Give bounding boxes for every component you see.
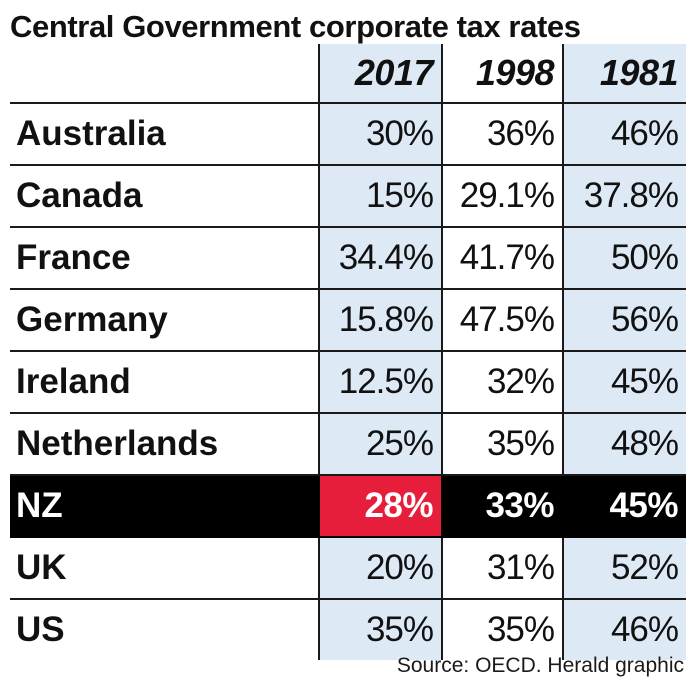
- table-row: Australia 30% 36% 46%: [10, 104, 686, 166]
- rate-cell-1998: 33%: [485, 486, 554, 525]
- country-label: US: [16, 610, 65, 649]
- column-divider: [318, 476, 320, 536]
- rate-cell-1981: 46%: [564, 104, 686, 164]
- tax-rate-table: 2017 1998 1981 Australia 30% 36% 46% Canada 1…: [10, 44, 686, 660]
- column-divider: [562, 290, 564, 350]
- column-divider: [441, 600, 443, 660]
- column-divider: [441, 166, 443, 226]
- column-divider: [318, 600, 320, 660]
- rate-cell-1981: 56%: [564, 290, 686, 350]
- country-label: Germany: [16, 300, 168, 339]
- table-row: Germany 15.8% 47.5% 56%: [10, 290, 686, 352]
- table-row: Ireland 12.5% 32% 45%: [10, 352, 686, 414]
- header-blank-cell: [10, 44, 318, 102]
- rate-cell-2017: 12.5%: [320, 352, 441, 412]
- rate-cell-1981: 48%: [564, 414, 686, 474]
- table-row: Netherlands 25% 35% 48%: [10, 414, 686, 476]
- rate-cell-1981: 52%: [564, 538, 686, 598]
- rate-cell-2017: 25%: [320, 414, 441, 474]
- rate-cell-1998: 35%: [486, 424, 555, 463]
- rate-cell-1981: 50%: [564, 228, 686, 288]
- column-divider: [318, 290, 320, 350]
- rate-cell-1998: 29.1%: [459, 176, 555, 215]
- rate-cell-1998: 32%: [486, 362, 555, 401]
- table-row: UK 20% 31% 52%: [10, 538, 686, 600]
- column-divider: [441, 104, 443, 164]
- table-row: NZ 28% 33% 45%: [10, 476, 686, 538]
- column-divider: [441, 228, 443, 288]
- column-divider: [441, 538, 443, 598]
- rate-cell-1998: 47.5%: [459, 300, 555, 339]
- rate-cell-2017: 20%: [320, 538, 441, 598]
- rate-cell-2017: 35%: [320, 600, 441, 660]
- column-divider: [318, 166, 320, 226]
- country-label: Australia: [16, 114, 166, 153]
- country-label: Canada: [16, 176, 143, 215]
- column-divider: [562, 104, 564, 164]
- rate-cell-1981: 45%: [564, 352, 686, 412]
- country-label: Ireland: [16, 362, 131, 401]
- country-label: Netherlands: [16, 424, 219, 463]
- country-label: France: [16, 238, 131, 277]
- column-header-1981: 1981: [564, 44, 686, 102]
- rate-cell-1998: 36%: [486, 114, 555, 153]
- rate-cell-2017: 15.8%: [320, 290, 441, 350]
- rate-cell-2017: 15%: [320, 166, 441, 226]
- column-divider: [562, 228, 564, 288]
- rate-cell-1998: 41.7%: [459, 238, 555, 277]
- column-header-1998: 1998: [475, 52, 555, 93]
- source-note: Source: OECD. Herald graphic: [396, 654, 684, 677]
- column-divider: [318, 104, 320, 164]
- column-divider: [441, 476, 443, 536]
- table-header-row: 2017 1998 1981: [10, 44, 686, 104]
- table-row: France 34.4% 41.7% 50%: [10, 228, 686, 290]
- column-header-2017: 2017: [320, 44, 441, 102]
- column-divider: [562, 166, 564, 226]
- column-divider: [562, 352, 564, 412]
- country-label: UK: [16, 548, 67, 587]
- rate-cell-2017: 30%: [320, 104, 441, 164]
- column-divider: [441, 352, 443, 412]
- column-divider: [562, 600, 564, 660]
- table-row: US 35% 35% 46%: [10, 600, 686, 660]
- column-divider: [562, 44, 564, 102]
- column-divider: [441, 44, 443, 102]
- column-divider: [318, 414, 320, 474]
- table-row: Canada 15% 29.1% 37.8%: [10, 166, 686, 228]
- rate-cell-1998: 31%: [486, 548, 555, 587]
- column-divider: [562, 414, 564, 474]
- rate-cell-2017: 34.4%: [320, 228, 441, 288]
- rate-cell-1981: 37.8%: [564, 166, 686, 226]
- column-divider: [562, 538, 564, 598]
- column-divider: [562, 476, 564, 536]
- column-divider: [441, 414, 443, 474]
- chart-title: Central Government corporate tax rates: [10, 9, 581, 44]
- column-divider: [318, 228, 320, 288]
- country-label: NZ: [16, 486, 63, 525]
- column-divider: [318, 44, 320, 102]
- rate-cell-1981: 45%: [609, 486, 678, 525]
- column-divider: [441, 290, 443, 350]
- column-divider: [318, 538, 320, 598]
- column-divider: [318, 352, 320, 412]
- rate-cell-1998: 35%: [486, 610, 555, 649]
- rate-cell-1981: 46%: [564, 600, 686, 660]
- rate-cell-2017: 28%: [320, 476, 441, 536]
